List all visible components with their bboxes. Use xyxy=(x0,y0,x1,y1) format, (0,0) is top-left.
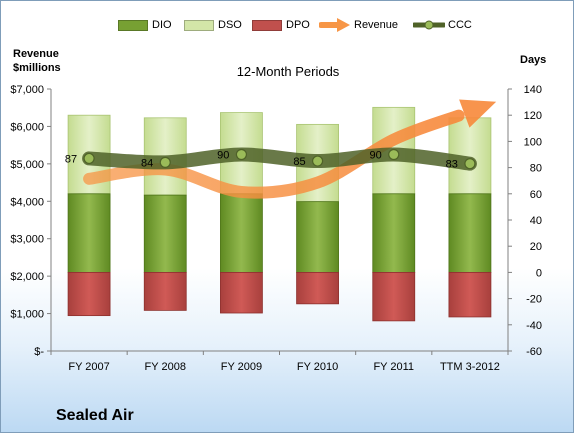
legend-swatch-dso xyxy=(184,19,214,31)
ccc-data-label: 84 xyxy=(141,157,153,169)
legend-item-dio: DIO xyxy=(118,15,172,35)
revenue-axis-title-line-1: Revenue xyxy=(13,48,59,60)
ccc-data-label: 90 xyxy=(370,150,382,162)
dio-bar xyxy=(296,201,339,273)
revenue-tick-label: $6,000 xyxy=(10,121,44,133)
legend-swatch-dpo xyxy=(252,19,282,31)
dpo-bar xyxy=(448,271,492,318)
dpo-bar xyxy=(220,271,263,314)
chart-legend: DIO DSO DPO Revenue CCC xyxy=(1,15,573,35)
dio-bar xyxy=(143,194,187,273)
category-label: FY 2010 xyxy=(297,361,338,373)
revenue-axis-title-line-2: $millions xyxy=(13,62,61,74)
ccc-point xyxy=(388,148,400,161)
ccc-line xyxy=(82,147,477,171)
legend-item-revenue: Revenue xyxy=(319,15,398,35)
days-tick-label: -20 xyxy=(526,294,542,306)
days-tick-label: 20 xyxy=(530,241,542,253)
revenue-tick-label: $4,000 xyxy=(10,196,44,208)
ccc-data-label: 85 xyxy=(293,156,305,168)
dio-bar xyxy=(372,193,416,273)
ccc-point xyxy=(311,155,324,167)
legend-label-dpo: DPO xyxy=(286,19,310,31)
days-axis-title: Days xyxy=(520,54,547,66)
legend-item-dso: DSO xyxy=(184,15,242,35)
company-name: Sealed Air xyxy=(56,407,134,424)
ccc-data-label: 87 xyxy=(65,153,77,165)
days-tick-label: 60 xyxy=(530,189,542,201)
ccc-point xyxy=(83,152,95,165)
revenue-axis-title: Revenue $millions xyxy=(13,47,61,75)
legend-swatch-dio xyxy=(118,19,148,31)
legend-label-dio: DIO xyxy=(152,19,172,31)
ccc-data-label: 90 xyxy=(217,150,229,162)
revenue-tick-label: $2,000 xyxy=(10,271,44,283)
legend-label-ccc: CCC xyxy=(448,19,472,31)
category-label: FY 2008 xyxy=(145,361,186,373)
legend-label-dso: DSO xyxy=(218,19,242,31)
days-tick-label: 120 xyxy=(524,110,542,122)
category-label: TTM 3-2012 xyxy=(440,361,500,373)
dio-bar xyxy=(448,193,492,273)
days-tick-label: -60 xyxy=(526,346,542,358)
category-label: FY 2009 xyxy=(221,361,262,373)
dpo-bar xyxy=(372,271,416,322)
revenue-tick-label: $- xyxy=(34,346,44,358)
revenue-tick-label: $5,000 xyxy=(10,159,44,171)
ccc-point xyxy=(235,148,248,161)
days-tick-label: 0 xyxy=(536,267,542,279)
legend-label-revenue: Revenue xyxy=(354,19,399,31)
dpo-bar xyxy=(143,271,187,311)
legend-item-dpo: DPO xyxy=(252,15,310,35)
revenue-tick-label: $3,000 xyxy=(10,234,44,246)
legend-arrow-icon xyxy=(319,18,350,32)
category-label: FY 2007 xyxy=(68,361,109,373)
dio-bar xyxy=(220,193,263,273)
dpo-bar xyxy=(296,271,339,305)
days-tick-label: -40 xyxy=(526,320,542,332)
days-tick-label: 140 xyxy=(524,84,542,96)
revenue-tick-label: $7,000 xyxy=(10,84,44,96)
revenue-arrowhead xyxy=(459,99,497,128)
days-tick-label: 40 xyxy=(530,215,542,227)
legend-ccc-line-icon xyxy=(413,20,445,30)
revenue-tick-label: $1,000 xyxy=(10,309,44,321)
dio-bar xyxy=(67,193,111,273)
ccc-point xyxy=(464,158,476,170)
days-tick-label: 100 xyxy=(524,136,542,148)
chart-title: 12-Month Periods xyxy=(236,64,340,79)
days-tick-label: 80 xyxy=(530,163,542,175)
dpo-bar xyxy=(67,271,111,317)
category-label: FY 2011 xyxy=(373,361,414,373)
legend-item-ccc: CCC xyxy=(413,15,472,35)
ccc-data-label: 83 xyxy=(446,159,458,171)
ccc-point xyxy=(159,156,171,168)
